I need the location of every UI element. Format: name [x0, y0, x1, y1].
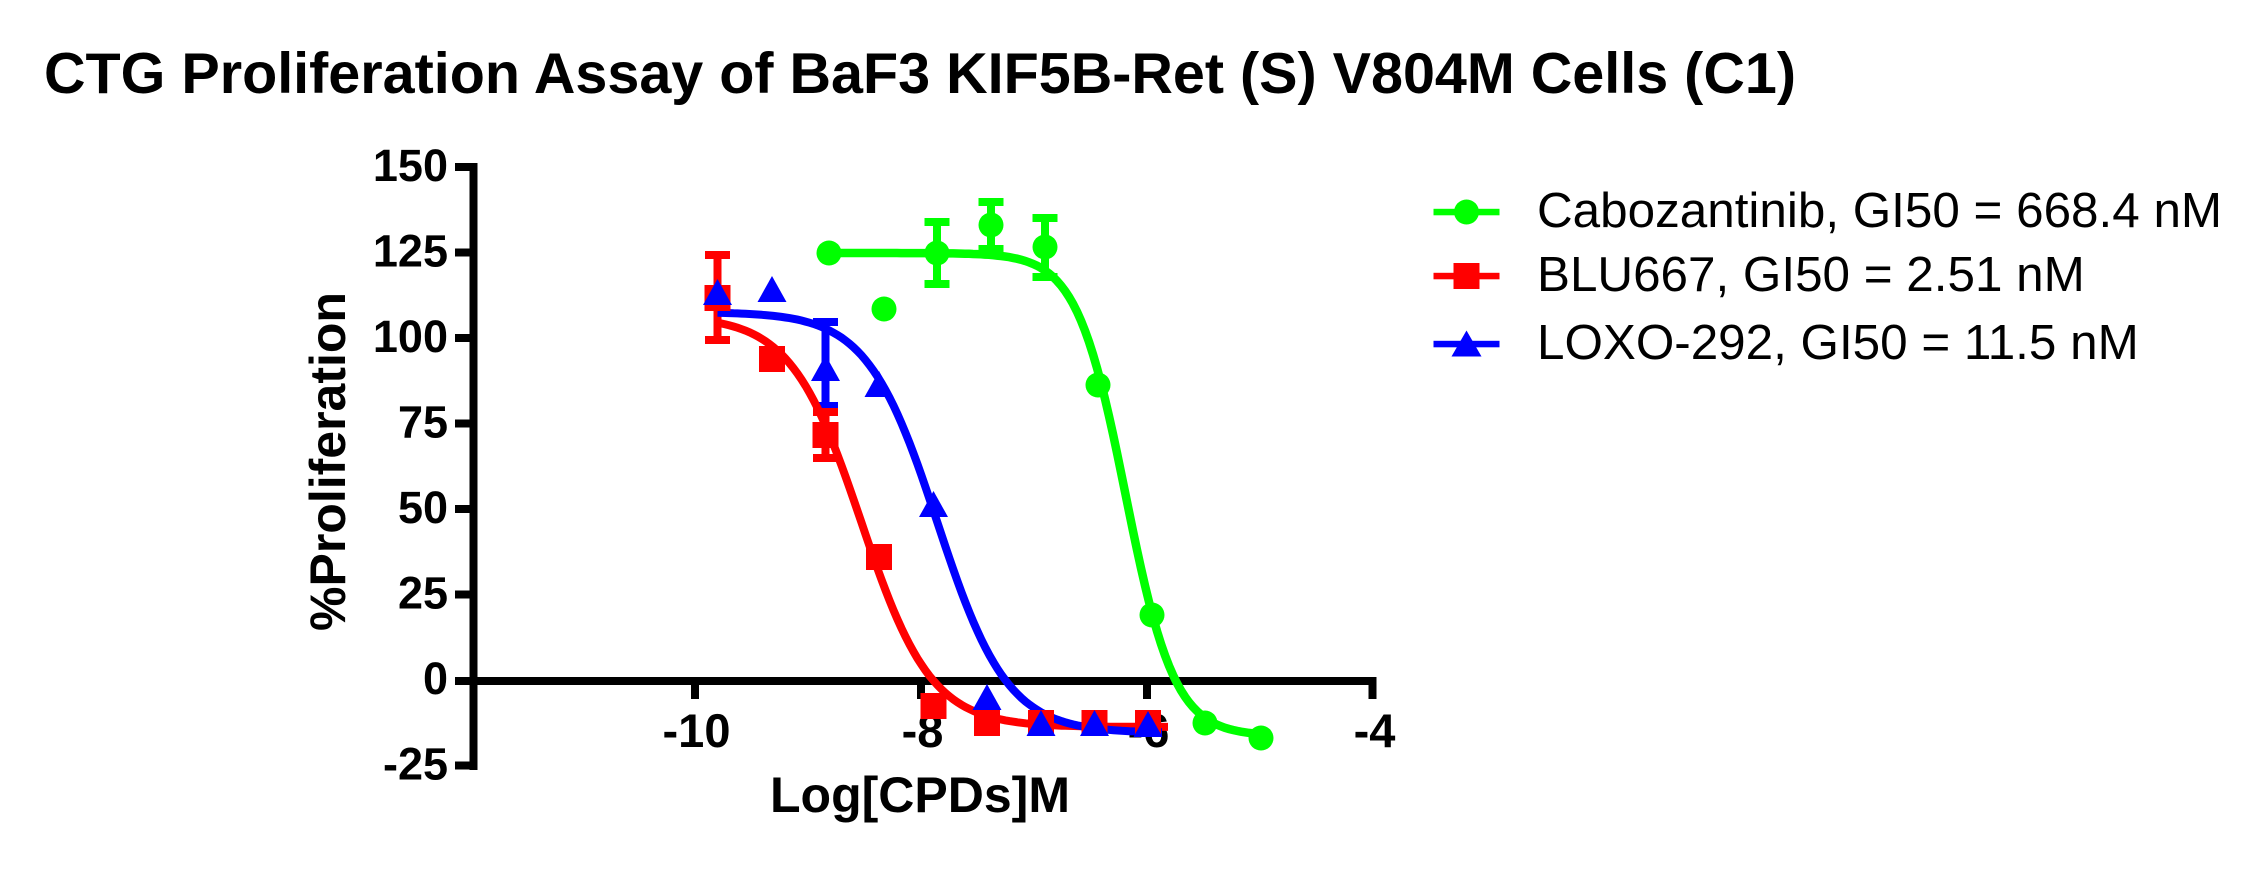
svg-text:LOXO-292, GI50 = 11.5 nM: LOXO-292, GI50 = 11.5 nM: [1537, 315, 2139, 370]
svg-text:BLU667, GI50 = 2.51 nM: BLU667, GI50 = 2.51 nM: [1537, 247, 2085, 302]
svg-text:CTG Proliferation Assay of BaF: CTG Proliferation Assay of BaF3 KIF5B-Re…: [44, 42, 1796, 106]
svg-text:-10: -10: [663, 704, 731, 757]
svg-text:Log[CPDs]M: Log[CPDs]M: [770, 767, 1070, 823]
svg-text:150: 150: [373, 140, 448, 191]
svg-text:-25: -25: [383, 739, 448, 790]
svg-text:Cabozantinib, GI50 = 668.4 nM: Cabozantinib, GI50 = 668.4 nM: [1537, 183, 2222, 238]
svg-text:125: 125: [373, 226, 448, 277]
svg-text:75: 75: [398, 397, 448, 448]
svg-text:0: 0: [423, 653, 448, 704]
svg-text:100: 100: [373, 311, 448, 362]
svg-text:-4: -4: [1354, 704, 1396, 757]
svg-text:25: 25: [398, 568, 448, 619]
svg-text:%Proliferation: %Proliferation: [300, 292, 356, 631]
svg-text:50: 50: [398, 482, 448, 533]
